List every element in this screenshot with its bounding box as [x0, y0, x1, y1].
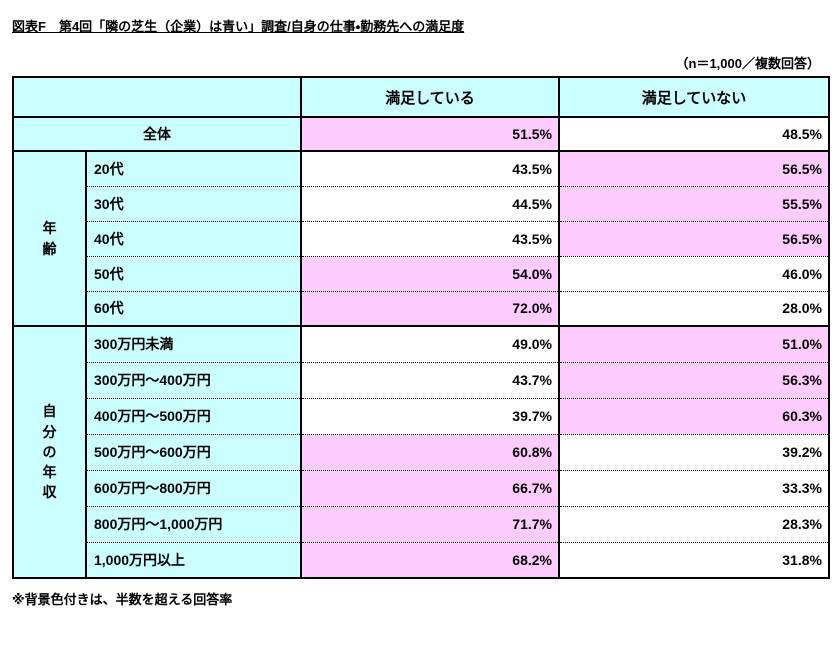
table-row: 30代 44.5% 55.5%	[13, 185, 829, 221]
cell-satisfied: 44.5%	[300, 185, 560, 221]
cell-overall-satisfied: 51.5%	[300, 116, 560, 151]
cell-satisfied: 43.5%	[300, 220, 560, 256]
cell-not-satisfied: 56.5%	[559, 220, 829, 256]
table-row: 自 分 の 年 収 300万円未満 49.0% 51.0%	[13, 325, 829, 578]
cell-satisfied: 72.0%	[300, 290, 560, 326]
table-row: 800万円～1,000万円 71.7% 28.3%	[13, 505, 829, 542]
row-label: 300万円～400万円	[85, 361, 301, 398]
sample-size-note: （n＝1,000／複数回答）	[675, 56, 820, 71]
footnote: ※背景色付きは、半数を超える回答率	[12, 592, 233, 607]
header-row: 満足している 満足していない	[13, 77, 829, 118]
row-label: 800万円～1,000万円	[85, 505, 301, 542]
cell-overall-not-satisfied: 48.5%	[559, 116, 829, 151]
cell-satisfied: 49.0%	[300, 325, 560, 362]
table-row: 400万円～500万円 39.7% 60.3%	[13, 397, 829, 434]
row-label: 60代	[85, 290, 301, 326]
table-row: 600万円～800万円 66.7% 33.3%	[13, 469, 829, 506]
table-body: 全体 51.5% 48.5% 年 齢 20代 43.5% 56.5% 30代 44.5% 55.5…	[13, 116, 829, 578]
cell-satisfied: 43.7%	[300, 361, 560, 398]
group-label-1: 自 分 の 年 収	[13, 325, 86, 578]
table-row: 1,000万円以上 68.2% 31.8%	[13, 541, 829, 578]
table-row: 60代 72.0% 28.0%	[13, 290, 829, 326]
cell-not-satisfied: 39.2%	[559, 433, 829, 470]
row-label: 600万円～800万円	[85, 469, 301, 506]
row-label: 300万円未満	[85, 325, 301, 362]
cell-not-satisfied: 55.5%	[559, 185, 829, 221]
row-overall: 全体 51.5% 48.5%	[13, 116, 829, 151]
table-row: 50代 54.0% 46.0%	[13, 255, 829, 291]
row-label: 400万円～500万円	[85, 397, 301, 434]
cell-not-satisfied: 51.0%	[559, 325, 829, 362]
table-row: 500万円～600万円 60.8% 39.2%	[13, 433, 829, 470]
page-title: 図表F 第4回「隣の芝生（企業）は青い」調査/自身の仕事・勤務先への満足度	[12, 19, 465, 34]
row-label: 20代	[85, 150, 301, 186]
cell-satisfied: 39.7%	[300, 397, 560, 434]
row-label: 40代	[85, 220, 301, 256]
cell-not-satisfied: 56.5%	[559, 150, 829, 186]
row-label-overall: 全体	[13, 116, 301, 151]
table-row: 40代 43.5% 56.5%	[13, 220, 829, 256]
cell-satisfied: 60.8%	[300, 433, 560, 470]
column-header-satisfied: 満足している	[300, 77, 559, 118]
cell-satisfied: 71.7%	[300, 505, 560, 542]
row-label: 500万円～600万円	[85, 433, 301, 470]
row-label: 30代	[85, 185, 301, 221]
cell-not-satisfied: 46.0%	[559, 255, 829, 291]
cell-satisfied: 54.0%	[300, 255, 560, 291]
column-header-not-satisfied: 満足していない	[558, 77, 829, 118]
row-label: 1,000万円以上	[85, 541, 301, 578]
group-label-0: 年 齢	[13, 150, 86, 326]
table-row: 300万円～400万円 43.7% 56.3%	[13, 361, 829, 398]
corner-cell	[13, 77, 301, 118]
cell-not-satisfied: 31.8%	[559, 541, 829, 578]
page: 図表F 第4回「隣の芝生（企業）は青い」調査/自身の仕事・勤務先への満足度 （n…	[12, 19, 830, 607]
cell-satisfied: 68.2%	[300, 541, 560, 578]
table-row: 年 齢 20代 43.5% 56.5%	[13, 150, 829, 326]
cell-not-satisfied: 28.3%	[559, 505, 829, 542]
cell-not-satisfied: 60.3%	[559, 397, 829, 434]
cell-satisfied: 66.7%	[300, 469, 560, 506]
cell-not-satisfied: 56.3%	[559, 361, 829, 398]
row-label: 50代	[85, 255, 301, 291]
satisfaction-table: 満足している 満足していない 全体 51.5% 48.5% 年 齢 20代 43.5% 56…	[12, 76, 830, 579]
cell-not-satisfied: 28.0%	[559, 290, 829, 326]
cell-satisfied: 43.5%	[300, 150, 560, 186]
cell-not-satisfied: 33.3%	[559, 469, 829, 506]
